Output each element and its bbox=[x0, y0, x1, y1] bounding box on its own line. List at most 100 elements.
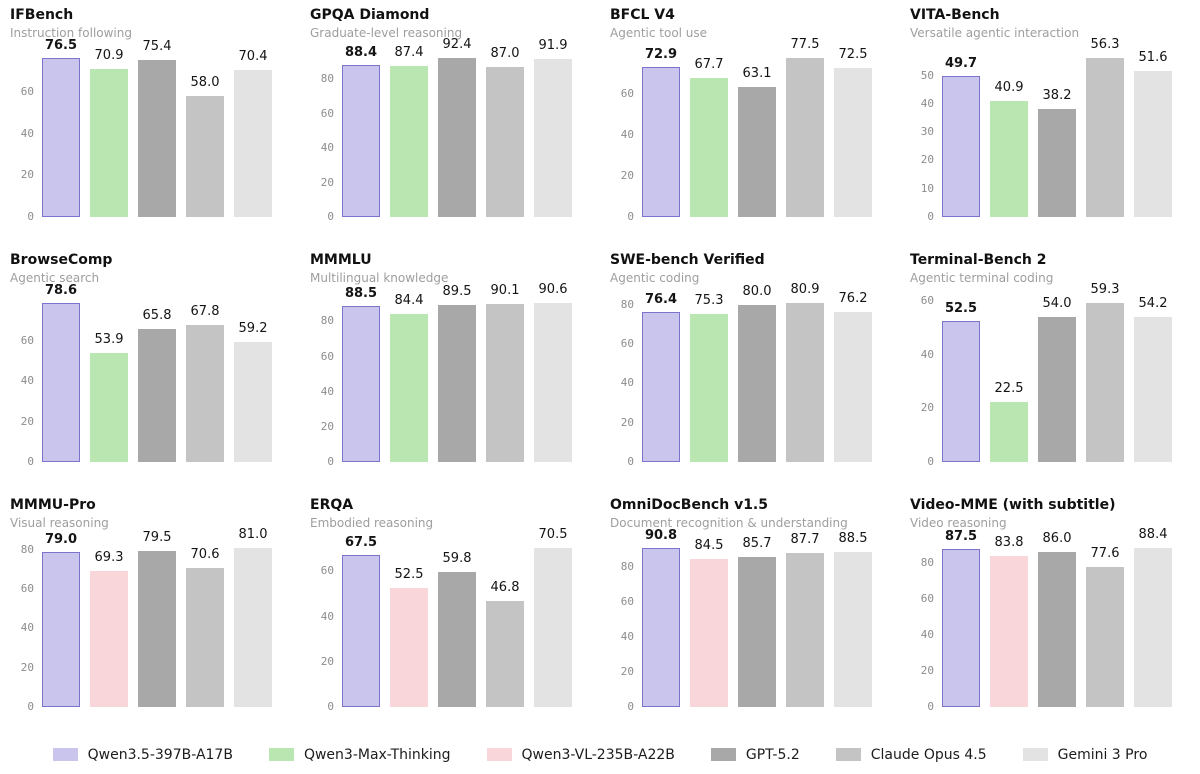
chart-cell: ERQA Embodied reasoning 0 20 40 60 67.5 52.5 59.… bbox=[300, 490, 600, 735]
bar-gemini-3-pro: 59.2 bbox=[234, 321, 272, 462]
bar-qwen3-max-thinking: 70.9 bbox=[90, 48, 128, 217]
chart-plot-area: 0 20 40 60 78.6 53.9 65.8 67.8 59.2 bbox=[21, 283, 272, 468]
bar-claude-opus-4-5: 46.8 bbox=[486, 580, 524, 707]
bar-claude-opus-4-5: 70.6 bbox=[186, 547, 224, 707]
y-axis-tick-label: 40 bbox=[20, 621, 34, 635]
y-axis-tick-label: 20 bbox=[320, 654, 334, 668]
legend-swatch bbox=[835, 748, 861, 761]
bar-value-label: 77.5 bbox=[790, 36, 820, 52]
y-axis-tick-label: 60 bbox=[320, 349, 334, 363]
chart-subtitle: Instruction following bbox=[10, 26, 132, 40]
y-axis-tick-label: 0 bbox=[927, 210, 934, 223]
bar-value-label: 51.6 bbox=[1138, 50, 1168, 66]
bar-value-label: 79.0 bbox=[44, 531, 78, 547]
chart-subtitle: Agentic coding bbox=[610, 271, 700, 285]
legend-item-qwen3-max-thinking: Qwen3-Max-Thinking bbox=[268, 746, 451, 763]
bar-qwen3-vl-235b-a22b: 84.5 bbox=[690, 538, 728, 707]
chart-cell: MMMU-Pro Visual reasoning 0 20 40 60 80 79.0 69.… bbox=[0, 490, 300, 735]
bar-value-label: 53.9 bbox=[94, 331, 124, 347]
chart-cell: VITA-Bench Versatile agentic interaction 0… bbox=[900, 0, 1200, 245]
bar-claude-opus-4-5: 58.0 bbox=[186, 75, 224, 217]
bars-container: 72.9 67.7 63.1 77.5 72.5 bbox=[642, 37, 872, 217]
chart-subtitle: Graduate-level reasoning bbox=[310, 26, 463, 40]
bar-value-label: 84.5 bbox=[694, 537, 724, 553]
bar-gpt-5-2: 89.5 bbox=[438, 284, 476, 462]
bar-gemini-3-pro: 51.6 bbox=[1134, 50, 1172, 217]
y-axis-tick-label: 80 bbox=[920, 555, 934, 569]
bar-value-label: 72.9 bbox=[644, 47, 678, 63]
legend-label: Gemini 3 Pro bbox=[1057, 746, 1148, 763]
legend-swatch bbox=[1022, 748, 1048, 761]
bar-qwen3-vl-235b-a22b: 52.5 bbox=[390, 567, 428, 707]
chart-cell: BFCL V4 Agentic tool use 0 20 40 60 72.9 67.7 63… bbox=[600, 0, 900, 245]
legend-label: Claude Opus 4.5 bbox=[870, 746, 987, 763]
bar-value-label: 87.7 bbox=[790, 532, 820, 548]
legend-item-qwen3-5-397b-a17b: Qwen3.5-397B-A17B bbox=[52, 747, 233, 763]
chart-plot-area: 0 10 20 30 40 50 49.7 40.9 38.2 56.3 51.6 bbox=[921, 37, 1172, 223]
y-axis-tick-label: 20 bbox=[620, 664, 634, 678]
y-axis-tick-label: 20 bbox=[320, 175, 334, 189]
chart-plot-area: 0 20 40 60 72.9 67.7 63.1 77.5 72.5 bbox=[621, 37, 872, 223]
bar-value-label: 76.2 bbox=[838, 290, 868, 306]
bar-value-label: 87.5 bbox=[944, 529, 978, 545]
bar-claude-opus-4-5: 56.3 bbox=[1086, 37, 1124, 217]
bar-gpt-5-2: 80.0 bbox=[738, 284, 776, 462]
legend-swatch bbox=[52, 748, 78, 761]
y-axis-tick-label: 60 bbox=[320, 564, 334, 578]
bars-container: 88.4 87.4 92.4 87.0 91.9 bbox=[342, 37, 572, 217]
bar-qwen3-5-397b-a17b: 90.8 bbox=[642, 528, 680, 707]
bar-value-label: 67.5 bbox=[344, 534, 378, 550]
chart-subtitle: Versatile agentic interaction bbox=[910, 26, 1080, 40]
chart-plot-area: 0 20 40 60 52.5 22.5 54.0 59.3 54.2 bbox=[921, 282, 1172, 468]
y-axis-tick-label: 40 bbox=[20, 374, 34, 388]
bar-gpt-5-2: 65.8 bbox=[138, 308, 176, 462]
bar-value-label: 59.8 bbox=[442, 550, 472, 566]
y-axis-tick-label: 80 bbox=[320, 72, 334, 86]
bar-gemini-3-pro: 90.6 bbox=[534, 282, 572, 462]
bar-qwen3-max-thinking: 53.9 bbox=[90, 332, 128, 462]
bar-gpt-5-2: 59.8 bbox=[438, 551, 476, 707]
bar-gemini-3-pro: 70.4 bbox=[234, 49, 272, 217]
chart-plot-area: 0 20 40 60 67.5 52.5 59.8 46.8 70.5 bbox=[321, 527, 572, 713]
chart-subtitle: Agentic terminal coding bbox=[910, 271, 1054, 285]
bar-value-label: 87.4 bbox=[394, 45, 424, 61]
bar-gemini-3-pro: 70.5 bbox=[534, 527, 572, 707]
bar-value-label: 54.2 bbox=[1138, 295, 1168, 311]
legend-label: Qwen3-Max-Thinking bbox=[303, 746, 451, 763]
bar-value-label: 40.9 bbox=[994, 80, 1024, 96]
y-axis-tick-label: 40 bbox=[320, 609, 334, 623]
bar-gpt-5-2: 86.0 bbox=[1038, 531, 1076, 707]
bar-value-label: 88.5 bbox=[344, 286, 378, 302]
y-axis-tick-label: 10 bbox=[920, 181, 934, 195]
bar-value-label: 75.3 bbox=[694, 292, 724, 308]
bar-value-label: 49.7 bbox=[944, 56, 978, 72]
bar-qwen3-max-thinking: 22.5 bbox=[990, 381, 1028, 462]
y-axis-tick-label: 0 bbox=[27, 700, 34, 713]
y-axis-tick-label: 20 bbox=[920, 401, 934, 415]
bar-value-label: 88.4 bbox=[1138, 526, 1168, 542]
chart-subtitle: Agentic search bbox=[10, 271, 100, 285]
bar-qwen3-5-397b-a17b: 76.5 bbox=[42, 38, 80, 217]
bar-claude-opus-4-5: 77.5 bbox=[786, 37, 824, 217]
y-axis-tick-label: 0 bbox=[627, 455, 634, 468]
y-axis-tick-label: 0 bbox=[327, 700, 334, 713]
bar-value-label: 46.8 bbox=[490, 580, 520, 596]
legend-swatch bbox=[710, 748, 736, 761]
chart-cell: Video-MME (with subtitle) Video reasoning… bbox=[900, 490, 1200, 735]
chart-title: Terminal-Bench 2 bbox=[910, 252, 1047, 268]
bar-value-label: 38.2 bbox=[1042, 88, 1072, 103]
y-axis-tick-label: 0 bbox=[327, 455, 334, 468]
bars-container: 67.5 52.5 59.8 46.8 70.5 bbox=[342, 527, 572, 707]
legend-swatch bbox=[268, 748, 294, 761]
bar-qwen3-max-thinking: 87.4 bbox=[390, 45, 428, 217]
bar-value-label: 70.4 bbox=[238, 49, 268, 65]
y-axis-tick-label: 60 bbox=[920, 592, 934, 605]
bar-value-label: 58.0 bbox=[190, 75, 220, 91]
chart-cell: BrowseComp Agentic search 0 20 40 60 78.6 53.9 6… bbox=[0, 245, 300, 490]
bar-qwen3-5-397b-a17b: 67.5 bbox=[342, 535, 380, 707]
legend-item-gpt-5-2: GPT-5.2 bbox=[710, 747, 800, 763]
chart-subtitle: Visual reasoning bbox=[10, 516, 109, 530]
bar-value-label: 54.0 bbox=[1042, 296, 1072, 312]
bar-value-label: 89.5 bbox=[442, 283, 472, 299]
